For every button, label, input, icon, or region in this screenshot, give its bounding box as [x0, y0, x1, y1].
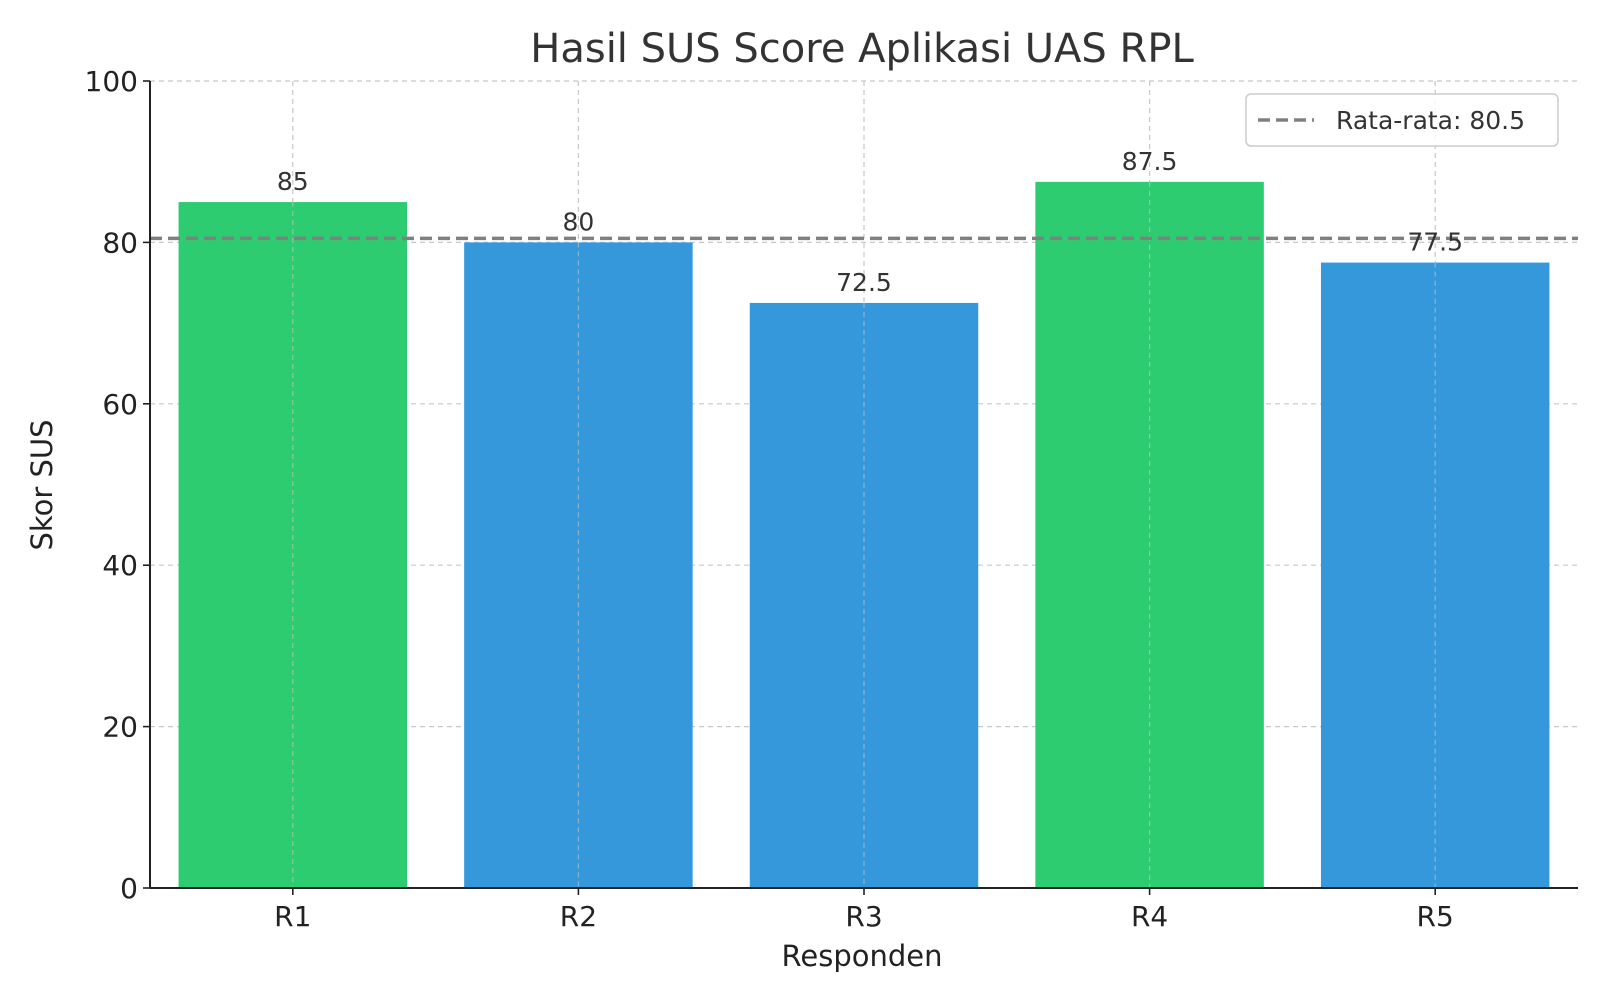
y-tick-label: 80	[102, 226, 138, 259]
x-tick-label: R4	[1131, 900, 1168, 933]
data-label: 77.5	[1407, 228, 1463, 257]
x-tick-label: R1	[274, 900, 311, 933]
legend-label-average: Rata-rata: 80.5	[1336, 106, 1525, 135]
x-axis-title: Responden	[782, 939, 943, 973]
y-tick-label: 20	[102, 711, 138, 744]
axes	[143, 80, 1578, 895]
y-tick-label: 0	[120, 872, 138, 905]
data-labels: 85 80 72.5 87.5 77.5	[277, 147, 1463, 297]
chart-title: Hasil SUS Score Aplikasi UAS RPL	[530, 26, 1194, 72]
y-axis-title: Skor SUS	[25, 419, 59, 550]
y-tick-label: 40	[102, 549, 138, 582]
x-tick-label: R3	[845, 900, 882, 933]
data-label: 80	[562, 207, 594, 236]
tick-labels: 0 20 40 60 80 100 R1 R2 R3 R4 R5	[85, 65, 1454, 933]
bar-r5	[1320, 262, 1550, 888]
bars	[178, 181, 1550, 889]
y-tick-label: 100	[85, 65, 138, 98]
data-label: 87.5	[1122, 147, 1178, 176]
data-label: 85	[277, 167, 309, 196]
y-tick-label: 60	[102, 388, 138, 421]
bar-r2	[464, 242, 693, 888]
data-label: 72.5	[836, 268, 892, 297]
legend: Rata-rata: 80.5	[1245, 93, 1559, 147]
legend-box	[1245, 93, 1559, 147]
x-tick-label: R2	[560, 900, 597, 933]
x-tick-label: R5	[1417, 900, 1454, 933]
